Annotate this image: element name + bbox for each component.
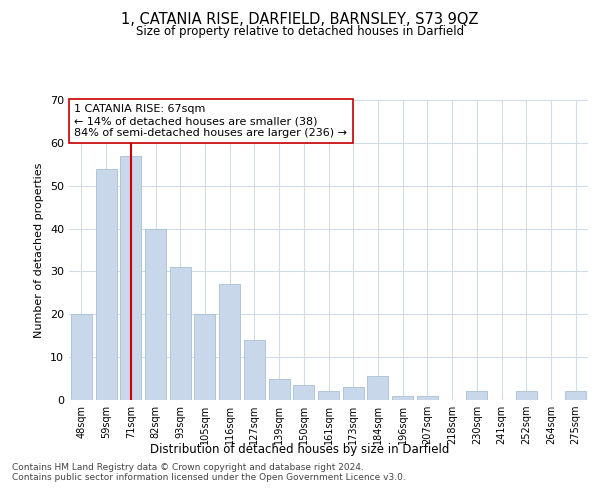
Bar xyxy=(145,228,166,400)
Bar xyxy=(343,387,364,400)
Bar xyxy=(71,314,92,400)
Bar xyxy=(219,284,240,400)
Text: Size of property relative to detached houses in Darfield: Size of property relative to detached ho… xyxy=(136,25,464,38)
Bar xyxy=(417,396,438,400)
Bar xyxy=(120,156,141,400)
Text: 1, CATANIA RISE, DARFIELD, BARNSLEY, S73 9QZ: 1, CATANIA RISE, DARFIELD, BARNSLEY, S73… xyxy=(121,12,479,28)
Text: Contains HM Land Registry data © Crown copyright and database right 2024.
Contai: Contains HM Land Registry data © Crown c… xyxy=(12,462,406,482)
Bar xyxy=(269,378,290,400)
Bar xyxy=(293,385,314,400)
Bar xyxy=(565,392,586,400)
Bar xyxy=(95,168,116,400)
Bar xyxy=(392,396,413,400)
Text: 1 CATANIA RISE: 67sqm
← 14% of detached houses are smaller (38)
84% of semi-deta: 1 CATANIA RISE: 67sqm ← 14% of detached … xyxy=(74,104,347,138)
Text: Distribution of detached houses by size in Darfield: Distribution of detached houses by size … xyxy=(151,442,449,456)
Bar xyxy=(318,392,339,400)
Bar xyxy=(367,376,388,400)
Y-axis label: Number of detached properties: Number of detached properties xyxy=(34,162,44,338)
Bar xyxy=(244,340,265,400)
Bar xyxy=(466,392,487,400)
Bar xyxy=(516,392,537,400)
Bar xyxy=(170,267,191,400)
Bar xyxy=(194,314,215,400)
